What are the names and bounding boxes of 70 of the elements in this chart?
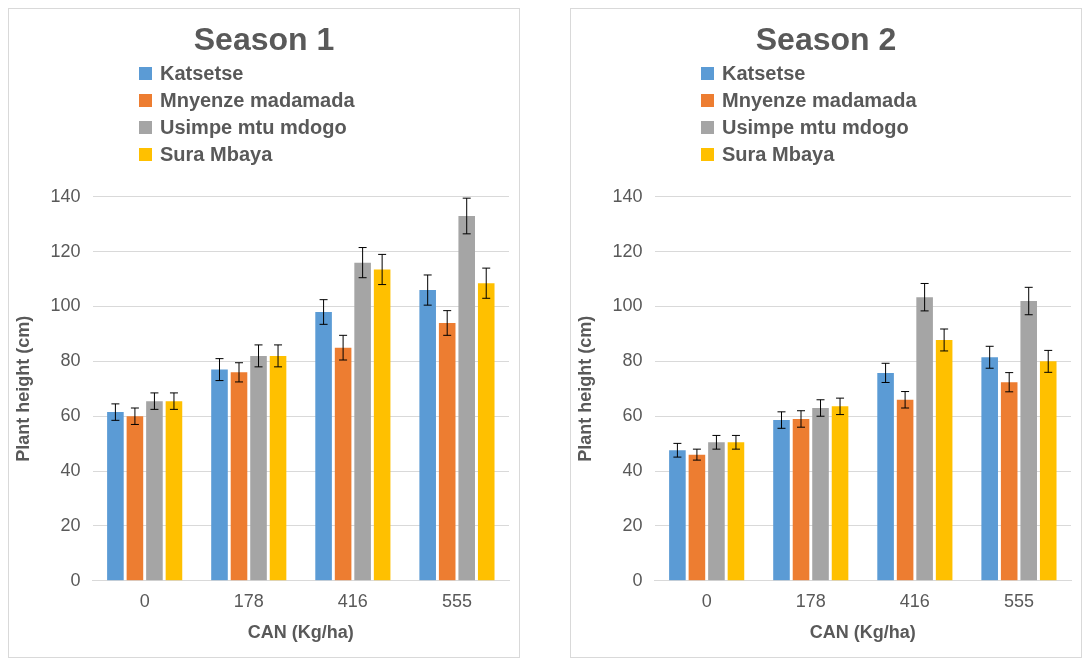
x-axis-title: CAN (Kg/ha): [809, 622, 916, 643]
x-tick-label: 0: [139, 590, 150, 611]
y-tick-label: 20: [60, 514, 81, 535]
bar: [688, 454, 706, 581]
bar: [334, 347, 352, 581]
bar: [727, 442, 745, 581]
y-tick-label: 100: [50, 295, 81, 316]
legend-label: Mnyenze madamada: [722, 89, 917, 112]
y-tick-label: 20: [622, 514, 643, 535]
bar: [916, 297, 933, 581]
y-axis-title: Plant height (cm): [574, 315, 595, 462]
bar: [896, 399, 914, 581]
y-axis-title: Plant height (cm): [12, 315, 33, 462]
y-tick-label: 80: [60, 350, 81, 371]
x-tick-label: 178: [795, 590, 826, 611]
legend-label: Mnyenze madamada: [160, 89, 355, 112]
y-tick-label: 100: [612, 295, 643, 316]
bar: [315, 312, 332, 581]
legend-label: Usimpe mtu mdogo: [160, 116, 347, 139]
bar: [669, 450, 686, 581]
y-tick-label: 120: [612, 240, 643, 261]
bar: [477, 283, 495, 581]
bar: [773, 420, 790, 581]
bar: [458, 216, 476, 581]
y-tick-label: 0: [632, 569, 643, 590]
bar: [981, 357, 998, 581]
y-tick-label: 40: [60, 460, 81, 481]
bar: [812, 408, 829, 581]
bar: [269, 355, 287, 581]
chart-title: Season 1: [192, 21, 336, 58]
bar: [792, 418, 810, 581]
y-tick-label: 140: [612, 185, 643, 206]
bar: [250, 355, 267, 581]
bar: [165, 401, 183, 581]
y-tick-label: 60: [60, 405, 81, 426]
legend-label: Katsetse: [722, 62, 806, 85]
bar: [146, 401, 163, 581]
bar: [1000, 382, 1018, 581]
bar: [1020, 301, 1038, 581]
y-tick-label: 140: [50, 185, 81, 206]
x-tick-label: 555: [1003, 590, 1034, 611]
x-tick-label: 0: [701, 590, 712, 611]
bar: [831, 406, 849, 581]
bar: [438, 322, 456, 581]
bar: [107, 412, 124, 581]
x-tick-label: 555: [441, 590, 472, 611]
y-tick-label: 40: [622, 460, 643, 481]
bar: [354, 262, 371, 581]
y-tick-label: 0: [70, 569, 81, 590]
x-tick-label: 416: [899, 590, 930, 611]
bar: [935, 339, 953, 581]
bar: [126, 416, 144, 581]
y-tick-label: 80: [622, 350, 643, 371]
bar: [211, 369, 228, 581]
x-axis-title: CAN (Kg/ha): [247, 622, 354, 643]
bar: [230, 372, 248, 581]
legend-label: Sura Mbaya: [160, 143, 273, 166]
chart-title: Season 2: [754, 21, 898, 58]
bar: [373, 269, 391, 581]
legend-label: Sura Mbaya: [722, 143, 835, 166]
x-tick-label: 178: [233, 590, 264, 611]
y-tick-label: 60: [622, 405, 643, 426]
bar: [1039, 361, 1057, 581]
legend-label: Usimpe mtu mdogo: [722, 116, 909, 139]
bar: [708, 442, 725, 581]
x-tick-label: 416: [337, 590, 368, 611]
bar: [419, 290, 436, 581]
legend-label: Katsetse: [160, 62, 244, 85]
bar: [877, 372, 894, 581]
y-tick-label: 120: [50, 240, 81, 261]
